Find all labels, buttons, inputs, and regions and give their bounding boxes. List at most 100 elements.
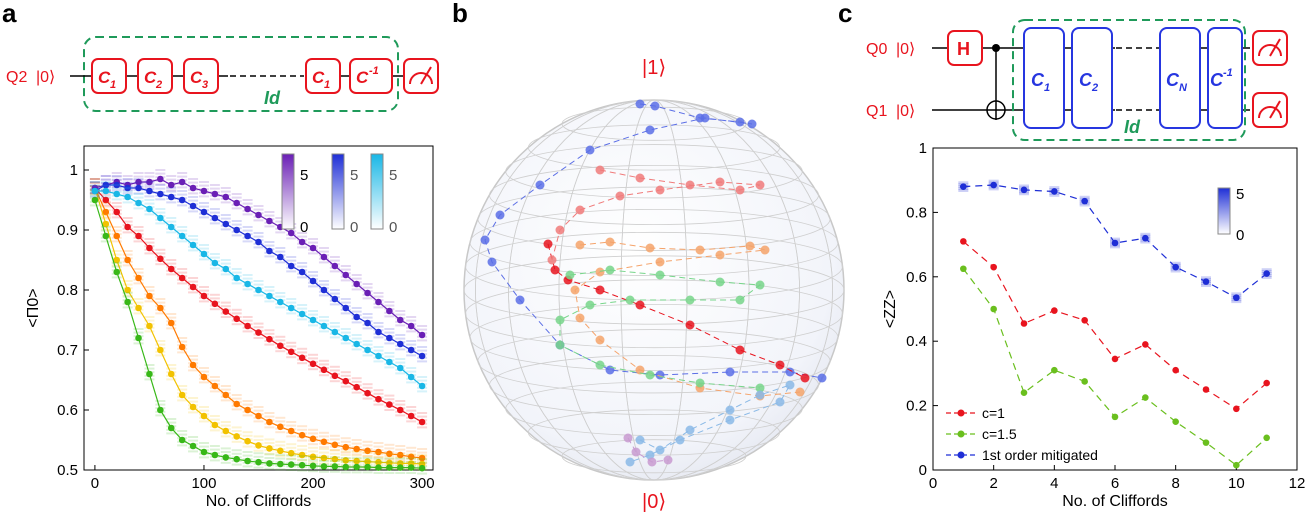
data-point bbox=[1081, 378, 1088, 385]
trajectory-point bbox=[755, 280, 765, 290]
data-point bbox=[375, 458, 382, 466]
data-point bbox=[1081, 197, 1088, 205]
identity-label-c: Id bbox=[1124, 117, 1141, 137]
data-point bbox=[233, 455, 240, 463]
data-point bbox=[364, 319, 371, 327]
data-point bbox=[124, 223, 131, 231]
data-point bbox=[189, 361, 197, 369]
data-point bbox=[331, 441, 339, 449]
trajectory-point bbox=[635, 99, 645, 109]
data-point bbox=[298, 451, 306, 459]
data-point bbox=[146, 178, 153, 186]
data-point bbox=[298, 310, 306, 318]
y-tick-label: 1 bbox=[919, 140, 927, 157]
trajectory-line bbox=[559, 269, 762, 389]
panel-c-letter: c bbox=[838, 0, 852, 28]
data-point bbox=[211, 421, 219, 429]
colorbar-blue-max: 5 bbox=[350, 167, 358, 184]
data-point bbox=[331, 455, 339, 463]
trajectory-green bbox=[555, 265, 765, 393]
spread-mark bbox=[1079, 195, 1090, 199]
trajectory-point bbox=[585, 145, 595, 155]
colorbar-purple-min: 0 bbox=[300, 219, 308, 236]
data-point bbox=[1051, 188, 1058, 195]
data-point bbox=[342, 377, 350, 385]
data-point bbox=[266, 418, 273, 426]
data-point bbox=[178, 391, 186, 399]
trajectory-point bbox=[655, 257, 665, 267]
data-point bbox=[277, 298, 284, 306]
cnot-control-dot bbox=[992, 44, 1000, 52]
x-tick-label: 300 bbox=[410, 475, 435, 492]
data-point bbox=[189, 202, 197, 210]
data-point bbox=[331, 328, 339, 336]
data-point bbox=[418, 464, 426, 472]
data-point bbox=[146, 322, 153, 330]
spread-mark bbox=[1019, 186, 1029, 190]
trajectory-point bbox=[645, 370, 655, 380]
data-point bbox=[386, 358, 393, 366]
data-point bbox=[178, 274, 186, 282]
spread-mark bbox=[1049, 189, 1060, 193]
data-point bbox=[102, 220, 110, 228]
colorbar-c-bar bbox=[1217, 187, 1231, 235]
latitude-line bbox=[505, 381, 803, 436]
identity-label: Id bbox=[264, 88, 281, 108]
spread-mark bbox=[1261, 272, 1272, 276]
data-point bbox=[233, 199, 240, 207]
data-point bbox=[1233, 405, 1240, 413]
x-tick-label: 6 bbox=[1111, 475, 1119, 492]
measure-icon-q1 bbox=[1252, 92, 1288, 128]
trajectory-point bbox=[715, 177, 725, 187]
trajectory-point bbox=[695, 245, 705, 255]
data-point bbox=[255, 211, 262, 219]
data-point bbox=[407, 322, 415, 330]
trajectory-point bbox=[631, 447, 641, 457]
spread-mark bbox=[1019, 188, 1029, 192]
data-point bbox=[396, 451, 404, 459]
panel-a-letter: a bbox=[2, 0, 17, 28]
spread-mark bbox=[1110, 241, 1120, 245]
data-point bbox=[200, 250, 208, 258]
data-point bbox=[375, 328, 382, 336]
data-point bbox=[146, 292, 153, 300]
data-point bbox=[364, 463, 371, 471]
data-point bbox=[178, 343, 186, 351]
series-5 bbox=[89, 175, 428, 363]
data-point bbox=[91, 187, 99, 195]
svg-text:C: C bbox=[144, 68, 157, 87]
data-point bbox=[287, 262, 295, 270]
data-point bbox=[135, 334, 142, 342]
trajectory-point bbox=[655, 370, 665, 380]
spread-mark bbox=[1079, 203, 1090, 207]
data-point bbox=[157, 214, 164, 222]
svg-text:C: C bbox=[190, 68, 203, 87]
data-point bbox=[255, 458, 262, 466]
svg-text:2: 2 bbox=[1091, 82, 1098, 94]
data-point bbox=[1233, 294, 1240, 302]
svg-text:2: 2 bbox=[155, 79, 162, 91]
data-point bbox=[1263, 434, 1270, 442]
spread-mark bbox=[1261, 274, 1272, 278]
data-point bbox=[287, 449, 295, 457]
trajectory-point bbox=[595, 267, 605, 277]
spread-mark bbox=[958, 183, 969, 187]
trajectory-point bbox=[595, 165, 605, 175]
series-line bbox=[962, 240, 1268, 410]
svg-text:1: 1 bbox=[1044, 82, 1050, 94]
data-point bbox=[189, 184, 197, 192]
trajectory-line bbox=[627, 437, 669, 463]
data-point bbox=[124, 193, 131, 201]
data-point bbox=[364, 458, 371, 465]
spread-mark bbox=[1110, 243, 1120, 247]
data-point bbox=[1172, 418, 1179, 426]
data-point bbox=[309, 462, 317, 470]
trajectory-point bbox=[645, 125, 655, 135]
latitude-line bbox=[489, 164, 819, 226]
chart-c: 0 2 4 6 8 10 12 0 0.2 0.4 0.6 0.8 1 No. of Cliffords <… bbox=[882, 140, 1305, 510]
spread-mark bbox=[1110, 237, 1120, 241]
data-point bbox=[189, 241, 197, 249]
